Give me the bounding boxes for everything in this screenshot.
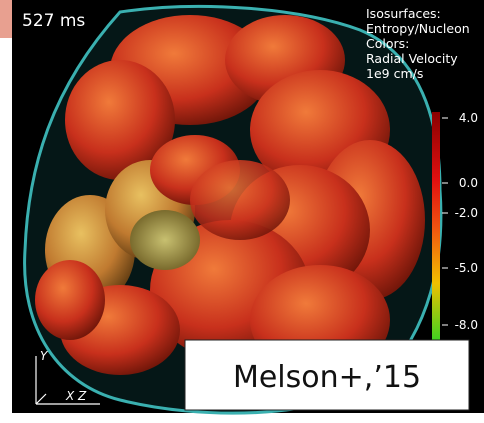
timestamp: 527 ms (22, 11, 85, 31)
axis-xz-label: X Z (65, 389, 87, 403)
legend-line: Colors: (366, 36, 409, 51)
colorbar (432, 112, 440, 340)
page: 527 ms Isosurfaces:Entropy/NucleonColors… (0, 0, 484, 423)
legend-line: Isosurfaces: (366, 6, 441, 21)
colorbar-tick-label: -5.0 (455, 261, 478, 275)
legend-line: Radial Velocity (366, 51, 458, 66)
legend-line: 1e9 cm/s (366, 66, 423, 81)
colorbar-tick-label: -8.0 (455, 318, 478, 332)
colorbar-tick-label: 4.0 (459, 111, 478, 125)
visualization: 527 ms Isosurfaces:Entropy/NucleonColors… (0, 0, 484, 423)
colorbar-tick-label: 0.0 (459, 176, 478, 190)
credit: Melson+,’15 (233, 360, 421, 395)
colorbar-tick-label: -2.0 (455, 206, 478, 220)
legend-line: Entropy/Nucleon (366, 21, 470, 36)
